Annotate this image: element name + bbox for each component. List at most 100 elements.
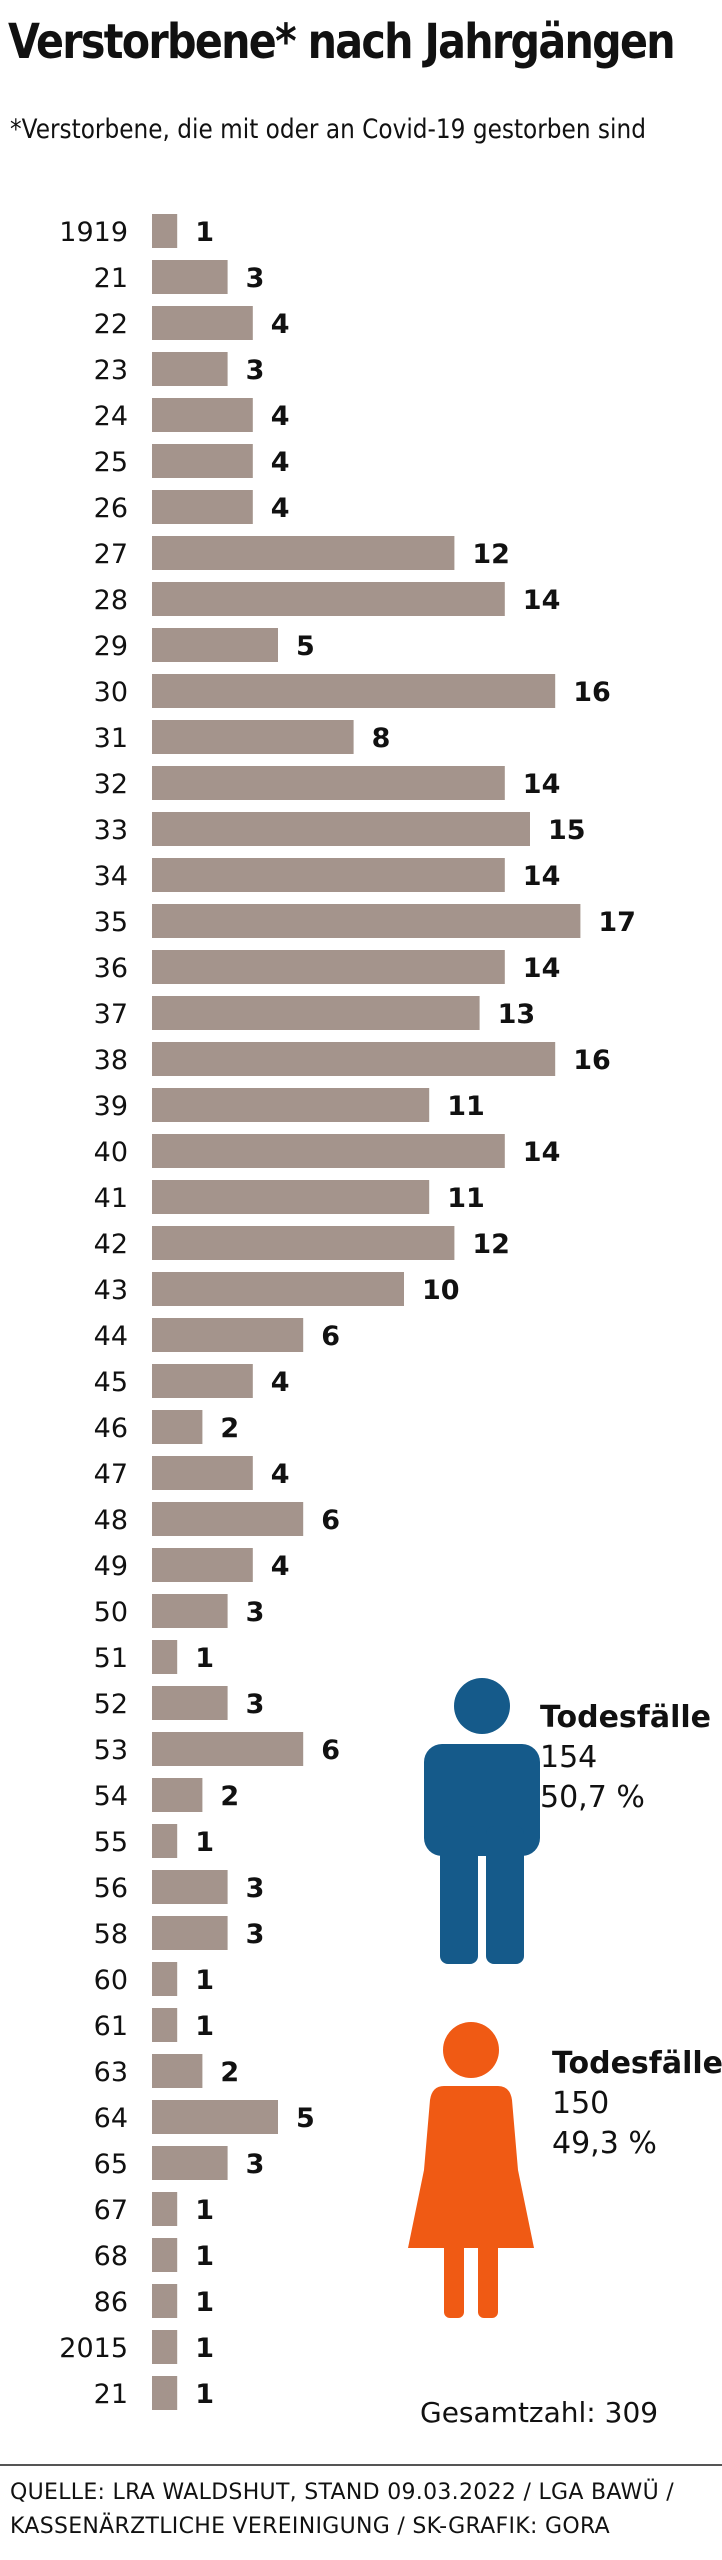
value-label: 4 [271,309,290,340]
bar [152,812,530,846]
category-label: 50 [94,1597,128,1628]
value-label: 11 [447,1091,485,1122]
male-count: 154 [540,1740,598,1775]
bar [152,628,278,662]
bar [152,1640,178,1674]
value-label: 4 [271,493,290,524]
bar [152,2284,178,2318]
bar [152,2330,178,2364]
value-label: 15 [548,815,586,846]
bar [152,490,253,524]
value-label: 3 [246,2149,265,2180]
bar [152,2238,178,2272]
category-label: 51 [94,1643,128,1674]
category-label: 58 [94,1919,128,1950]
value-label: 3 [246,1919,265,1950]
value-label: 2 [220,1413,239,1444]
category-label: 29 [94,631,128,662]
male-percent: 50,7 % [540,1780,645,1815]
value-label: 1 [195,2287,214,2318]
bar [152,1502,304,1536]
category-label: 24 [94,401,128,432]
category-label: 23 [94,355,128,386]
value-label: 14 [523,1137,561,1168]
chart-subtitle: *Verstorbene, die mit oder an Covid-19 g… [10,114,646,145]
bar [152,2376,178,2410]
bar [152,1778,203,1812]
value-label: 4 [271,1459,290,1490]
value-label: 1 [195,2379,214,2410]
category-label: 61 [94,2011,128,2042]
category-label: 28 [94,585,128,616]
bar [152,2100,278,2134]
bar [152,1686,228,1720]
category-label: 35 [94,907,128,938]
category-label: 48 [94,1505,128,1536]
bar [152,1824,178,1858]
value-label: 16 [573,677,611,708]
category-label: 60 [94,1965,128,1996]
bar [152,1870,228,1904]
bar [152,1180,430,1214]
value-label: 17 [598,907,636,938]
bar [152,2146,228,2180]
value-label: 1 [195,1643,214,1674]
value-label: 12 [472,539,510,570]
value-label: 6 [321,1321,340,1352]
bar [152,2192,178,2226]
category-label: 68 [94,2241,128,2272]
female-percent: 49,3 % [552,2126,657,2161]
bar [152,1962,178,1996]
category-label: 31 [94,723,128,754]
category-label: 54 [94,1781,128,1812]
category-label: 63 [94,2057,128,2088]
category-label: 64 [94,2103,128,2134]
category-label: 45 [94,1367,128,1398]
category-label: 2015 [59,2333,128,2364]
value-label: 3 [246,355,265,386]
male-label: Todesfälle 154 50,7 % [540,1698,711,1818]
value-label: 1 [195,217,214,248]
value-label: 11 [447,1183,485,1214]
bar [152,858,505,892]
category-label: 30 [94,677,128,708]
bar [152,1364,253,1398]
category-label: 1919 [59,217,128,248]
value-label: 14 [523,585,561,616]
value-label: 16 [573,1045,611,1076]
value-label: 3 [246,1873,265,1904]
bar [152,950,505,984]
value-label: 1 [195,2241,214,2272]
value-label: 4 [271,1551,290,1582]
category-label: 55 [94,1827,128,1858]
bar [152,352,228,386]
value-label: 1 [195,2333,214,2364]
category-label: 67 [94,2195,128,2226]
category-label: 34 [94,861,128,892]
bar [152,1042,556,1076]
category-label: 21 [94,2379,128,2410]
value-label: 1 [195,1965,214,1996]
category-label: 32 [94,769,128,800]
value-label: 3 [246,1689,265,1720]
category-label: 44 [94,1321,128,1352]
category-label: 38 [94,1045,128,1076]
category-label: 37 [94,999,128,1030]
bar [152,260,228,294]
bar [152,2054,203,2088]
value-label: 2 [220,1781,239,1812]
bar [152,536,455,570]
bar [152,1594,228,1628]
value-label: 1 [195,2011,214,2042]
value-label: 5 [296,631,315,662]
category-label: 65 [94,2149,128,2180]
bar [152,444,253,478]
category-label: 40 [94,1137,128,1168]
bar [152,1916,228,1950]
bar [152,1272,404,1306]
female-label: Todesfälle 150 49,3 % [552,2044,722,2164]
bar [152,720,354,754]
value-label: 2 [220,2057,239,2088]
value-label: 13 [498,999,536,1030]
bar [152,1548,253,1582]
